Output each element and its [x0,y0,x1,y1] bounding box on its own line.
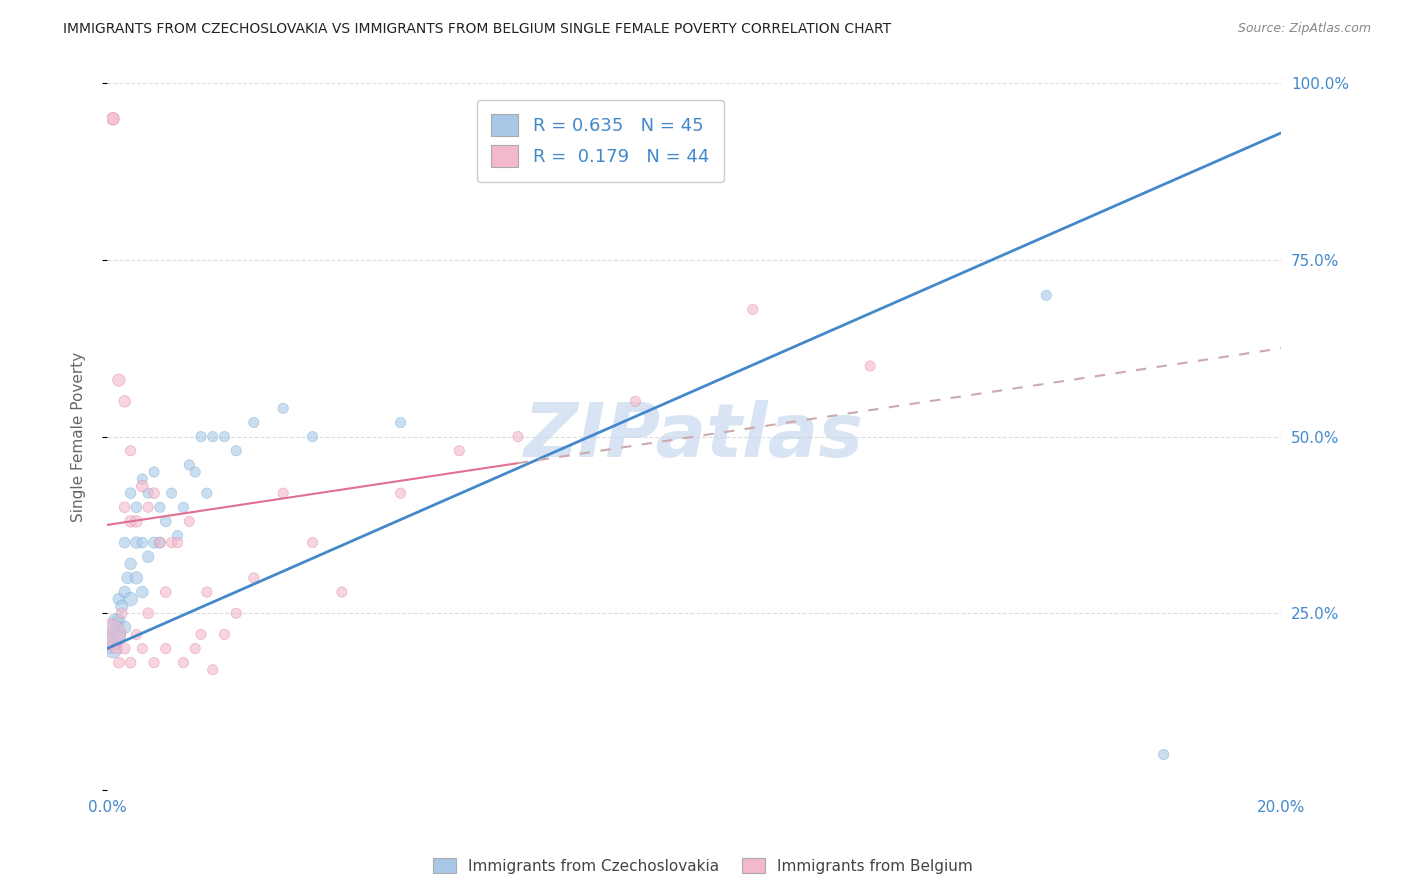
Point [143,656,166,670]
Point [506,430,529,444]
Point [143,486,166,500]
Legend: R = 0.635   N = 45, R =  0.179   N = 44: R = 0.635 N = 45, R = 0.179 N = 44 [477,100,724,181]
Point [117,571,139,585]
Point [108,373,131,387]
Point [179,458,201,472]
Point [101,112,124,126]
Point [172,500,194,515]
Point [120,592,142,607]
Point [179,515,201,529]
Point [195,585,218,599]
Point [104,613,127,627]
Point [131,535,153,549]
Point [114,641,136,656]
Point [114,500,136,515]
Point [125,500,148,515]
Point [214,627,236,641]
Point [111,606,134,620]
Point [125,515,148,529]
Legend: Immigrants from Czechoslovakia, Immigrants from Belgium: Immigrants from Czechoslovakia, Immigran… [427,852,979,880]
Point [301,535,323,549]
Point [131,472,153,486]
Point [111,599,134,614]
Point [114,394,136,409]
Point [101,641,124,656]
Point [225,606,247,620]
Point [125,535,148,549]
Point [131,585,153,599]
Point [166,528,188,542]
Point [271,486,294,500]
Point [1153,747,1175,762]
Point [108,592,131,607]
Point [201,663,224,677]
Point [108,627,131,641]
Point [131,641,153,656]
Point [114,620,136,634]
Point [98,634,121,648]
Point [160,535,183,549]
Point [271,401,294,416]
Point [136,486,159,500]
Point [120,656,142,670]
Point [114,535,136,549]
Point [108,613,131,627]
Point [136,606,159,620]
Point [449,443,471,458]
Text: Source: ZipAtlas.com: Source: ZipAtlas.com [1237,22,1371,36]
Point [389,486,412,500]
Point [155,515,177,529]
Point [136,549,159,564]
Point [184,465,207,479]
Point [149,500,172,515]
Point [114,585,136,599]
Point [741,302,763,317]
Point [125,571,148,585]
Point [243,571,266,585]
Point [104,641,127,656]
Point [243,416,266,430]
Point [136,500,159,515]
Text: ZIPatlas: ZIPatlas [524,401,865,473]
Point [1035,288,1057,302]
Text: IMMIGRANTS FROM CZECHOSLOVAKIA VS IMMIGRANTS FROM BELGIUM SINGLE FEMALE POVERTY : IMMIGRANTS FROM CZECHOSLOVAKIA VS IMMIGR… [63,22,891,37]
Point [214,430,236,444]
Point [120,443,142,458]
Point [101,112,124,126]
Point [155,641,177,656]
Point [624,394,647,409]
Point [184,641,207,656]
Point [149,535,172,549]
Point [120,515,142,529]
Point [143,465,166,479]
Point [389,416,412,430]
Point [195,486,218,500]
Point [155,585,177,599]
Point [120,486,142,500]
Point [104,627,127,641]
Point [330,585,353,599]
Point [98,627,121,641]
Point [125,627,148,641]
Point [190,627,212,641]
Point [120,557,142,571]
Point [166,535,188,549]
Point [149,535,172,549]
Point [301,430,323,444]
Point [225,443,247,458]
Point [143,535,166,549]
Point [108,656,131,670]
Point [160,486,183,500]
Y-axis label: Single Female Poverty: Single Female Poverty [72,351,86,522]
Point [859,359,882,373]
Point [201,430,224,444]
Point [101,620,124,634]
Point [172,656,194,670]
Point [190,430,212,444]
Point [131,479,153,493]
